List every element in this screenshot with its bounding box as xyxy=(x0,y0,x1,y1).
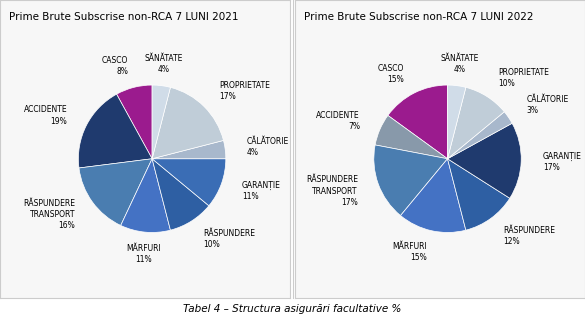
Text: PROPRIETATE
17%: PROPRIETATE 17% xyxy=(219,81,270,101)
Text: RĂSPUNDERE
12%: RĂSPUNDERE 12% xyxy=(504,226,556,246)
Text: Tabel 4 – Structura asigurări facultative %: Tabel 4 – Structura asigurări facultativ… xyxy=(183,304,402,314)
Wedge shape xyxy=(152,159,209,230)
Text: SĂNĂTATE
4%: SĂNĂTATE 4% xyxy=(145,54,183,74)
Wedge shape xyxy=(121,159,170,232)
Wedge shape xyxy=(152,85,170,159)
Wedge shape xyxy=(448,159,510,230)
Wedge shape xyxy=(79,159,152,226)
Text: CASCO
15%: CASCO 15% xyxy=(378,64,404,84)
Text: Prime Brute Subscrise non-RCA 7 LUNI 2022: Prime Brute Subscrise non-RCA 7 LUNI 202… xyxy=(304,12,534,22)
Text: PROPRIETATE
10%: PROPRIETATE 10% xyxy=(498,68,549,88)
Text: Prime Brute Subscrise non-RCA 7 LUNI 2021: Prime Brute Subscrise non-RCA 7 LUNI 202… xyxy=(9,12,238,22)
Wedge shape xyxy=(448,123,521,198)
Text: RĂSPUNDERE
TRANSPORT
17%: RĂSPUNDERE TRANSPORT 17% xyxy=(306,176,358,207)
Wedge shape xyxy=(448,87,504,159)
Text: ACCIDENTE
7%: ACCIDENTE 7% xyxy=(316,111,360,131)
Wedge shape xyxy=(401,159,466,232)
Text: GARANȚIE
17%: GARANȚIE 17% xyxy=(543,152,581,172)
Wedge shape xyxy=(375,115,448,159)
Text: MĂRFURI
11%: MĂRFURI 11% xyxy=(126,244,160,264)
Text: MĂRFURI
15%: MĂRFURI 15% xyxy=(392,242,426,262)
Text: GARANȚIE
11%: GARANȚIE 11% xyxy=(242,181,281,201)
Text: CĂLĂTORIE
3%: CĂLĂTORIE 3% xyxy=(526,95,569,115)
Wedge shape xyxy=(78,94,152,168)
Wedge shape xyxy=(374,145,448,215)
Wedge shape xyxy=(152,87,223,159)
Text: CĂLĂTORIE
4%: CĂLĂTORIE 4% xyxy=(247,137,289,157)
Text: SĂNĂTATE
4%: SĂNĂTATE 4% xyxy=(441,54,479,74)
Text: RĂSPUNDERE
10%: RĂSPUNDERE 10% xyxy=(203,229,255,249)
Wedge shape xyxy=(448,112,512,159)
Wedge shape xyxy=(116,85,152,159)
Text: ACCIDENTE
19%: ACCIDENTE 19% xyxy=(23,105,67,125)
Wedge shape xyxy=(388,85,448,159)
Wedge shape xyxy=(152,159,226,206)
Text: RĂSPUNDERE
TRANSPORT
16%: RĂSPUNDERE TRANSPORT 16% xyxy=(23,199,75,230)
Wedge shape xyxy=(448,85,466,159)
Text: CASCO
8%: CASCO 8% xyxy=(102,56,128,76)
Wedge shape xyxy=(152,140,226,159)
